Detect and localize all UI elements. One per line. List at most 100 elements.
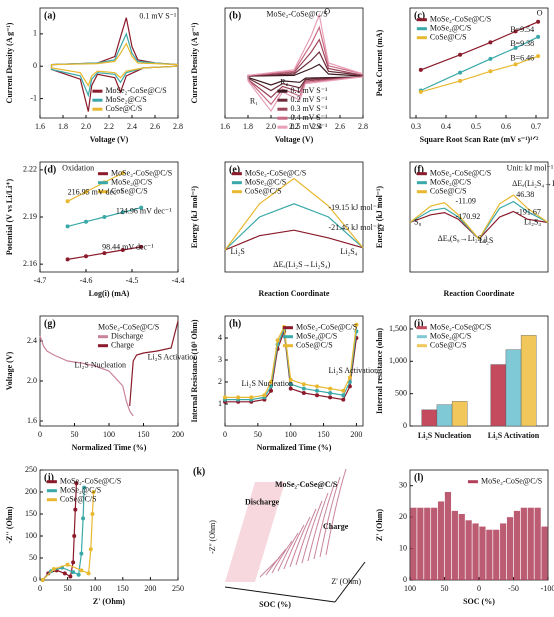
annotation: B=9.38: [510, 39, 534, 48]
point: [488, 69, 493, 74]
y-axis-label: Potential (V vs Li/Li⁺): [5, 179, 14, 256]
y-tick-label: 100: [25, 531, 37, 540]
legend-label: MoSe₂-CoSe@C/S: [430, 169, 491, 178]
annotation: Li₂S: [231, 247, 245, 256]
annotation: 216.95 mV dec⁻¹: [68, 188, 124, 197]
panel: (j) Z' (Ohm) -Z'' (Ohm) 0 50 100 150 200 250 0 50 1…: [5, 465, 184, 606]
point: [249, 395, 254, 400]
y-tick-label: 150: [25, 509, 37, 518]
bar: [437, 501, 445, 580]
point: [71, 570, 76, 575]
z-axis-label: Z' (Ohm): [331, 577, 361, 586]
annotation: 124.96 mV dec⁻¹: [116, 206, 172, 215]
x-tick-label: Li₂S Activation: [488, 431, 540, 440]
spectrum-decor: [313, 484, 335, 560]
x-tick-label: -4.6: [80, 276, 93, 285]
back-pane: [225, 482, 285, 582]
series-line: [409, 194, 549, 241]
point: [79, 551, 84, 556]
plot-frame: [409, 315, 549, 427]
y-tick-label: 250: [25, 465, 37, 474]
x-tick-label: 2.2: [289, 122, 299, 131]
legend-label: CoSe@C/S: [296, 341, 333, 350]
y-tick-label: 2.16: [23, 259, 37, 268]
panel: (h) Normalized Time (%) Internal Resistanc…: [190, 315, 378, 452]
y-axis-label: -Z'' (Ohm): [208, 520, 217, 554]
point: [536, 19, 541, 24]
bar: [520, 335, 537, 427]
annotation: Li₂S Nucleation: [242, 379, 293, 388]
legend-label: MoSe₂-CoSe@C/S: [296, 323, 357, 332]
annotation: -191.67: [516, 207, 541, 216]
point: [301, 386, 306, 391]
point: [288, 377, 293, 382]
bar: [431, 507, 438, 580]
spectrum-decor: [283, 524, 305, 570]
y-tick-label: 50: [29, 553, 37, 562]
annotation: 46.38: [516, 190, 534, 199]
point: [81, 516, 86, 521]
point: [488, 40, 493, 45]
x-tick-label: 2.8: [173, 122, 183, 131]
y-tick-label: 2.22: [23, 165, 37, 174]
annotation: O: [537, 8, 543, 17]
x-axis-label: Square Root Scan Rate (mV s⁻¹)¹ᐟ²: [420, 135, 539, 144]
x-tick-label: 100: [285, 430, 297, 439]
point: [341, 388, 346, 393]
y-tick-label: 4: [218, 333, 222, 342]
x-tick-label: 50: [71, 430, 79, 439]
y-axis-label: Voltage (V): [5, 351, 14, 390]
point: [458, 70, 463, 75]
point: [315, 393, 319, 398]
point: [139, 244, 144, 249]
point: [288, 382, 293, 387]
annotation: 98.44 mV dec⁻¹: [102, 243, 154, 252]
spectrum-decor: [289, 516, 311, 568]
spectrum-decor: [295, 508, 317, 566]
annotation: ΔEₐ(Li₂S→Li₂S₄): [273, 260, 330, 269]
point: [328, 386, 333, 391]
x-tick-label: 150: [138, 430, 150, 439]
point: [86, 571, 91, 576]
annotation: Li₂S₄: [340, 247, 357, 256]
spectrum-decor: [265, 548, 287, 576]
y-tick-label: 1: [218, 399, 222, 408]
legend-label: MoSe₂-CoSe@C/S: [111, 169, 172, 178]
legend-label: MoSe₂-CoSe@C/S: [430, 15, 491, 24]
y-tick-label: 0: [403, 421, 407, 430]
x-tick-label: 0.5: [471, 122, 481, 131]
legend-label: CoSe@C/S: [111, 187, 148, 196]
point: [68, 574, 73, 579]
x-tick-label: 150: [318, 430, 330, 439]
point: [65, 224, 70, 229]
legend-label: MoSe₂@C/S: [430, 24, 471, 33]
panel: (b) Voltage (V) Current Density (A g⁻¹) 1.6…: [190, 7, 368, 144]
point: [315, 384, 319, 389]
y-axis-label: Current Density (A g⁻¹): [190, 22, 199, 103]
point: [418, 67, 423, 72]
y-tick-label: 1: [33, 29, 37, 38]
point: [288, 386, 293, 391]
legend-label: CoSe@C/S: [430, 187, 467, 196]
point: [418, 89, 423, 94]
y-tick-label: 1.6: [27, 416, 37, 425]
legend-label: Discharge: [111, 332, 144, 341]
point: [82, 485, 87, 490]
series-line: [224, 229, 364, 251]
y-tick-label: 1,500: [389, 324, 407, 333]
x-axis-label: Normalized Time (%): [72, 443, 147, 452]
point: [65, 199, 70, 204]
x-tick-label: 1.8: [243, 122, 253, 131]
point: [51, 567, 56, 571]
x-tick-label: 200: [172, 430, 184, 439]
y-tick-label: 2: [218, 377, 222, 386]
panel-label: (h): [229, 318, 241, 329]
legend-label: MoSe₂-CoSe@C/S: [245, 169, 306, 178]
y-tick-label: 2.19: [23, 212, 37, 221]
legend-label: MoSe₂@C/S: [60, 486, 101, 495]
panel-label: (d): [44, 164, 56, 175]
x-tick-label: 0.6: [501, 122, 511, 131]
legend-label: MoSe₂-CoSe@C/S: [105, 86, 166, 95]
x-tick-label: 0.7: [531, 122, 541, 131]
x-axis-label: Normalized Time (%): [257, 443, 332, 452]
